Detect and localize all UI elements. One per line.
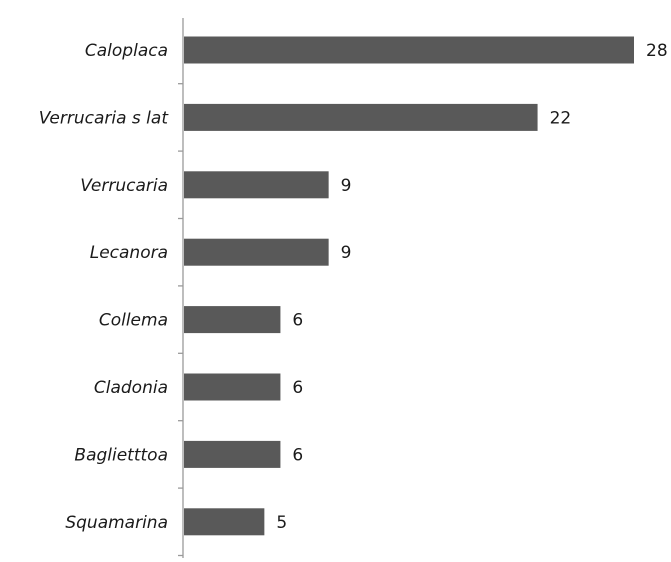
bar [184,440,281,468]
data-label: 6 [292,445,303,465]
bar [184,508,265,536]
category-label: Collema [99,311,168,331]
data-label: 28 [646,41,668,61]
axis-layer [178,18,184,558]
bar [184,36,634,64]
data-label: 9 [341,243,352,263]
category-label: Squamarina [65,513,168,533]
category-label: Verrucaria [80,176,168,196]
bar [184,373,281,401]
category-label: Caloplaca [85,41,168,61]
data-label: 22 [550,108,572,128]
bars-layer [184,36,634,536]
bar [184,103,538,131]
bar [184,238,329,266]
category-label: Verrucaria s lat [39,108,170,128]
category-label: Cladonia [94,378,168,398]
category-label: Lecanora [90,243,168,263]
bar [184,306,281,334]
data-label: 9 [341,176,352,196]
labels-layer: Caloplaca 28 Verrucaria s lat 22 Verrucaria 9… [39,41,668,533]
data-label: 5 [276,513,287,533]
bar [184,171,329,199]
data-label: 6 [292,378,303,398]
data-label: 6 [292,311,303,331]
category-label: Baglietttoa [74,445,168,465]
